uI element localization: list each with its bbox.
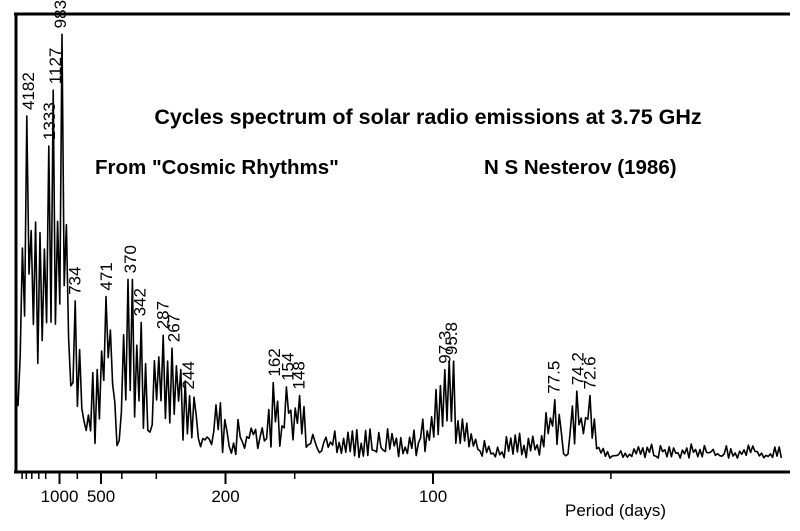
x-tick-labels: 1000 500 200 100 [41,487,448,506]
x-tick-label-100: 100 [419,487,447,506]
peak-label-72-6: 72.6 [581,356,600,389]
peak-label-95-8: 95.8 [442,322,461,355]
spectrum-series-line [17,33,783,459]
peak-label-267: 267 [164,314,183,342]
x-tick-label-200: 200 [211,487,239,506]
peak-label-734: 734 [66,267,85,295]
peak-label-244: 244 [179,361,198,389]
peak-label-77-5: 77.5 [545,361,564,394]
peak-label-1333: 1333 [40,102,59,140]
peak-label-74-2: 74.2 [568,352,587,385]
x-axis-label: Period (days) [565,501,666,520]
chart-subtitle-right: N S Nesterov (1986) [484,156,677,179]
peak-label-370: 370 [121,245,140,273]
peak-label-148: 148 [289,361,308,389]
peak-label-287: 287 [154,301,173,329]
peak-label-342: 342 [130,288,149,316]
x-tick-label-500: 500 [87,487,115,506]
peak-label-4182: 4182 [19,72,38,110]
peak-label-162: 162 [265,348,284,376]
plot-frame [14,12,790,474]
chart-title: Cycles spectrum of solar radio emissions… [154,105,701,129]
peak-label-983: 983 [51,0,70,28]
peak-label-1127: 1127 [46,48,65,85]
x-major-ticks [58,472,434,484]
x-minor-ticks [21,472,612,479]
chart-subtitle-left: From "Cosmic Rhythms" [95,156,339,179]
peak-label-154: 154 [279,353,298,381]
peak-label-471: 471 [97,262,116,290]
peak-label-97-3: 97.3 [436,331,455,364]
x-tick-label-1000: 1000 [41,487,79,506]
